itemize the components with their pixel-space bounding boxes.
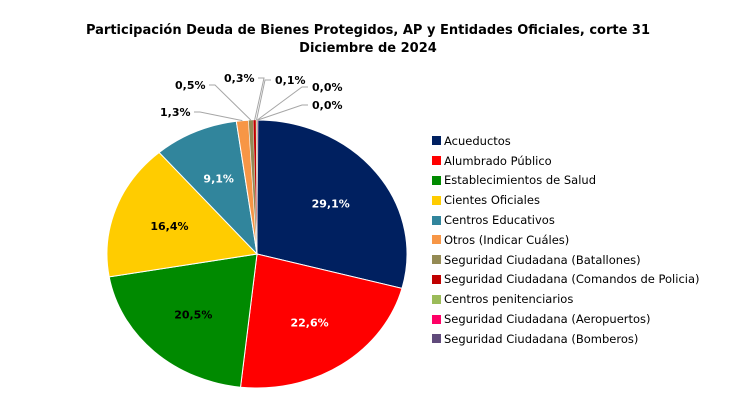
legend-item: Seguridad Ciudadana (Batallones) bbox=[432, 250, 700, 270]
legend-swatch bbox=[432, 314, 441, 324]
legend-swatch bbox=[432, 334, 441, 344]
legend-item: Centros penitenciarios bbox=[432, 289, 700, 309]
legend-label: Seguridad Ciudadana (Bomberos) bbox=[444, 331, 639, 346]
data-label-5: 1,3% bbox=[160, 106, 191, 119]
pie-slice-0 bbox=[256, 119, 408, 289]
legend-item: Seguridad Ciudadana (Aeropuertos) bbox=[432, 309, 700, 329]
legend-swatch bbox=[432, 175, 441, 185]
data-label-4: 9,1% bbox=[203, 172, 234, 185]
pie-slice-1 bbox=[239, 253, 403, 389]
data-label-7: 0,3% bbox=[224, 72, 255, 85]
data-label-1: 22,6% bbox=[290, 317, 328, 330]
legend-item: Alumbrado Público bbox=[432, 151, 700, 171]
data-label-2: 20,5% bbox=[174, 309, 212, 322]
legend: Acueductos Alumbrado Público Establecimien… bbox=[432, 131, 700, 349]
data-label-6: 0,5% bbox=[175, 79, 206, 92]
pie-slice-3 bbox=[106, 151, 259, 278]
legend-swatch bbox=[432, 255, 441, 265]
leader-line-6 bbox=[209, 84, 252, 121]
pie-slice-4 bbox=[158, 120, 258, 256]
legend-label: Seguridad Ciudadana (Comandos de Policia… bbox=[444, 272, 700, 287]
leader-line-9 bbox=[257, 86, 308, 121]
legend-label: Seguridad Ciudadana (Aeropuertos) bbox=[444, 312, 651, 327]
leader-line-8 bbox=[256, 79, 271, 121]
legend-item: Establecimientos de Salud bbox=[432, 171, 700, 191]
chart-title: Participación Deuda de Bienes Protegidos… bbox=[85, 23, 651, 56]
pie-slice-2 bbox=[108, 253, 258, 388]
legend-label: Alumbrado Público bbox=[444, 153, 552, 168]
legend-swatch bbox=[432, 215, 441, 225]
data-label-10: 0,0% bbox=[312, 99, 343, 112]
legend-label: Centros Educativos bbox=[444, 213, 555, 228]
legend-item: Acueductos bbox=[432, 131, 700, 151]
legend-label: Seguridad Ciudadana (Batallones) bbox=[444, 252, 641, 267]
leader-line-10 bbox=[257, 104, 308, 121]
legend-item: Centros Educativos bbox=[432, 210, 700, 230]
legend-swatch bbox=[432, 136, 441, 146]
legend-swatch bbox=[432, 235, 441, 245]
legend-label: Acueductos bbox=[444, 133, 511, 148]
legend-swatch bbox=[432, 195, 441, 205]
data-label-0: 29,1% bbox=[312, 197, 350, 210]
legend-item: Cientes Oficiales bbox=[432, 190, 700, 210]
data-label-3: 16,4% bbox=[150, 220, 188, 233]
legend-label: Cientes Oficiales bbox=[444, 193, 540, 208]
legend-label: Centros penitenciarios bbox=[444, 292, 574, 307]
legend-item: Otros (Indicar Cuáles) bbox=[432, 230, 700, 250]
legend-label: Otros (Indicar Cuáles) bbox=[444, 232, 570, 247]
leader-line-7 bbox=[254, 77, 265, 121]
leader-line-5 bbox=[194, 111, 243, 122]
legend-swatch bbox=[432, 274, 441, 284]
data-label-9: 0,0% bbox=[312, 81, 343, 94]
legend-swatch bbox=[432, 294, 441, 304]
legend-item: Seguridad Ciudadana (Comandos de Policia… bbox=[432, 270, 700, 290]
data-label-8: 0,1% bbox=[275, 74, 306, 87]
legend-label: Establecimientos de Salud bbox=[444, 173, 597, 188]
legend-swatch bbox=[432, 156, 441, 166]
legend-item: Seguridad Ciudadana (Bomberos) bbox=[432, 329, 700, 349]
